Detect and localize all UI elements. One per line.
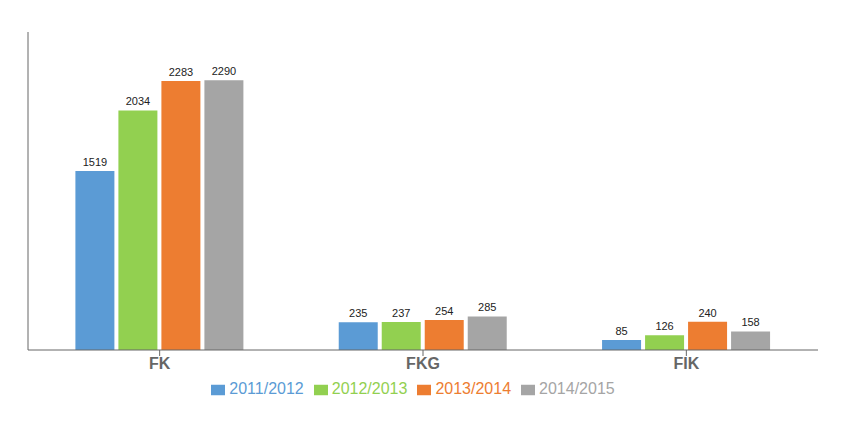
svg-text:2283: 2283 <box>169 66 193 78</box>
svg-text:FIK: FIK <box>673 355 699 372</box>
svg-text:FK: FK <box>149 355 171 372</box>
html-text:2014/2015: 2014/2015 <box>539 380 615 397</box>
html-text:2011/2012: 2011/2012 <box>229 380 304 397</box>
svg-text:285: 285 <box>478 301 496 313</box>
html-text:2012/2013: 2012/2013 <box>331 380 408 397</box>
svg-text:2290: 2290 <box>212 65 236 77</box>
svg-text:240: 240 <box>698 307 716 319</box>
svg-text:85: 85 <box>615 325 627 337</box>
svg-text:1519: 1519 <box>83 156 107 168</box>
svg-text:FKG: FKG <box>406 355 440 372</box>
svg-text:254: 254 <box>435 305 453 317</box>
svg-text:237: 237 <box>392 307 410 319</box>
svg-text:2034: 2034 <box>126 95 150 107</box>
svg-text:158: 158 <box>741 316 759 328</box>
html-text:2013/2014: 2013/2014 <box>435 380 511 397</box>
svg-text:235: 235 <box>349 307 367 319</box>
svg-text:126: 126 <box>655 320 673 332</box>
